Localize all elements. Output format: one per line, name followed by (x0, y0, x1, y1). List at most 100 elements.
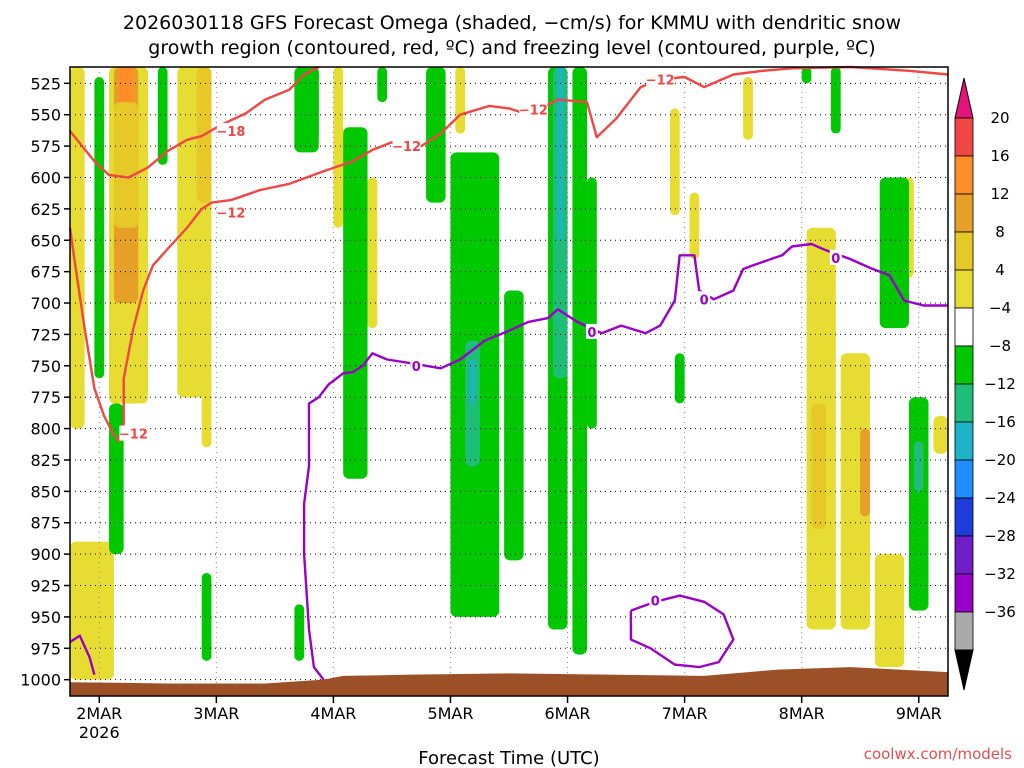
omega-region-33 (674, 353, 685, 404)
omega-region-16 (333, 67, 344, 228)
colorbar-swatch-3 (954, 231, 974, 271)
x-tick-label-0: 2MAR (76, 704, 122, 723)
omega-region-12 (201, 572, 212, 661)
colorbar-label-2: 12 (990, 185, 1009, 203)
y-tick-label-16: 925 (30, 577, 61, 596)
colorbar-label-12: −32 (984, 565, 1016, 583)
contour-label-bg-7 (585, 323, 598, 339)
y-tick-label-0: 525 (30, 74, 61, 93)
omega-region-29 (572, 67, 588, 655)
contour-label-2: −12 (119, 428, 148, 443)
contour-label-3: −12 (392, 140, 421, 155)
colorbar-swatch-7 (954, 383, 974, 423)
x-tick-label-2: 4MAR (310, 704, 356, 723)
colorbar-label-1: 16 (990, 147, 1009, 165)
y-tick-label-9: 750 (30, 357, 61, 376)
omega-region-35 (801, 67, 812, 84)
colorbar-swatch-12 (954, 573, 974, 613)
omega-region-43 (908, 397, 929, 611)
plot-frame (69, 66, 949, 697)
contour-label-0: −18 (216, 125, 245, 140)
y-tick-label-15: 900 (30, 545, 61, 564)
colorbar-bottom-arrow (954, 649, 974, 691)
y-tick-label-19: 1000 (20, 671, 61, 690)
x-tick-label-6: 8MAR (779, 704, 825, 723)
contour-label-bg-10 (649, 592, 662, 608)
y-tick-label-2: 575 (30, 137, 61, 156)
omega-region-46 (933, 416, 948, 454)
colorbar: 20 16 12 8 4 −4 −8 −12 −16 −20 −24 −28 −32 −36 (954, 77, 1016, 691)
colorbar-label-7: −12 (984, 375, 1016, 393)
x-tick-label-5: 7MAR (662, 704, 708, 723)
contour-label-bg-0 (216, 123, 245, 139)
colorbar-label-0: 20 (990, 109, 1009, 127)
y-tick-label-4: 625 (30, 200, 61, 219)
y-tick-label-8: 725 (30, 325, 61, 344)
colorbar-swatch-8 (954, 421, 974, 461)
colorbar-swatch-2 (954, 193, 974, 233)
omega-region-18 (367, 177, 378, 329)
omega-region-32 (689, 192, 700, 260)
y-tick-label-1: 550 (30, 106, 61, 125)
freezing-level-contour-0 (69, 634, 96, 676)
omega-region-28 (557, 67, 563, 241)
colorbar-swatch-13 (954, 611, 974, 651)
colorbar-label-10: −24 (984, 489, 1016, 507)
contour-label-bg-1 (216, 204, 245, 220)
contour-label-9: 0 (831, 252, 840, 267)
ground-layer (70, 667, 948, 696)
contour-label-bg-9 (829, 249, 842, 265)
y-tick-label-6: 675 (30, 263, 61, 282)
colorbar-label-3: 8 (995, 223, 1005, 241)
contour-label-5: −12 (646, 74, 675, 89)
x-tick-label-4: 6MAR (545, 704, 591, 723)
y-tick-label-12: 825 (30, 451, 61, 470)
colorbar-label-9: −20 (984, 451, 1016, 469)
omega-region-40 (860, 428, 870, 517)
contour-label-bg-2 (119, 425, 148, 441)
omega-region-31 (669, 108, 680, 216)
snow-growth-contour-0 (69, 65, 320, 179)
omega-region-20 (426, 67, 446, 203)
x-tick-label-1: 3MAR (193, 704, 239, 723)
colorbar-swatch-1 (954, 155, 974, 195)
freezing-level-contour-2 (629, 594, 735, 669)
colorbar-label-11: −28 (984, 527, 1016, 545)
x-axis-label: Forecast Time (UTC) (418, 748, 599, 768)
y-tick-label-7: 700 (30, 294, 61, 313)
y-tick-label-5: 650 (30, 231, 61, 250)
contour-label-10: 0 (651, 595, 660, 610)
contour-label-bg-4 (519, 101, 548, 117)
omega-region-0 (70, 67, 85, 429)
colorbar-swatch-4 (954, 269, 974, 309)
colorbar-label-8: −16 (984, 413, 1016, 431)
contour-label-bg-3 (392, 138, 421, 154)
omega-region-25 (504, 290, 524, 561)
y-tick-label-11: 800 (30, 420, 61, 439)
contour-label-bg-5 (646, 71, 675, 87)
omega-region-42 (879, 177, 909, 329)
colorbar-label-5: −4 (989, 299, 1011, 317)
colorbar-top-arrow (954, 77, 974, 119)
colorbar-label-13: −36 (984, 603, 1016, 621)
omega-region-4 (113, 102, 139, 228)
y-tick-label-10: 775 (30, 388, 61, 407)
y-tick-label-14: 875 (30, 514, 61, 533)
snow-growth-contour-1 (68, 65, 949, 443)
omega-region-44 (913, 441, 924, 492)
y-axis: 525 550 575 600 625 650 675 700 725 750 775 800 825 8… (20, 74, 70, 690)
colorbar-swatch-0 (954, 117, 974, 157)
colorbar-label-6: −8 (989, 337, 1011, 355)
colorbar-swatch-10 (954, 497, 974, 537)
colorbar-swatch-6 (954, 345, 974, 385)
omega-region-15 (309, 67, 319, 140)
colorbar-swatch-9 (954, 459, 974, 499)
omega-region-38 (811, 403, 827, 530)
contour-label-1: −12 (216, 207, 245, 222)
ground-surface (70, 667, 948, 696)
omega-region-19 (377, 67, 388, 103)
omega-region-30 (587, 177, 597, 429)
omega-region-24 (469, 359, 475, 404)
